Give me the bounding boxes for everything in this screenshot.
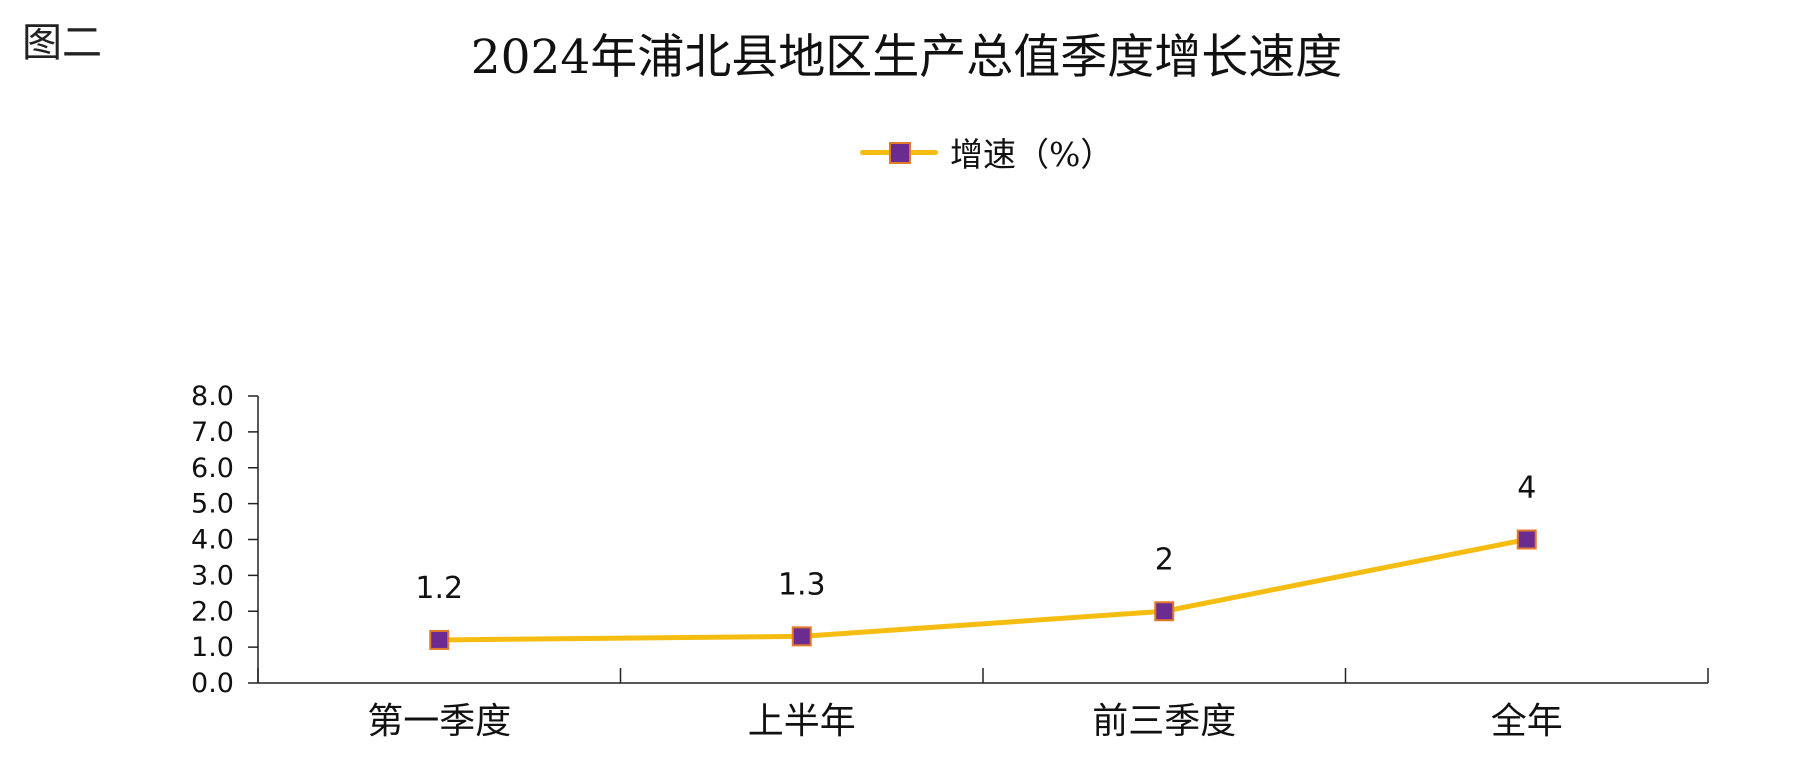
y-tick-label: 1.0 (191, 632, 234, 663)
x-tick-label: 全年 (1491, 701, 1563, 742)
data-point-marker (1154, 601, 1175, 622)
data-point-marker (1516, 529, 1537, 550)
data-label: 1.3 (778, 567, 826, 602)
chart-legend: 增速（%） (860, 128, 1113, 176)
y-tick-label: 2.0 (191, 596, 234, 627)
x-tick-label: 上半年 (748, 701, 856, 742)
series-line (436, 537, 1530, 643)
y-tick-label: 7.0 (191, 417, 234, 448)
data-label: 1.2 (415, 571, 463, 606)
y-tick-label: 4.0 (191, 525, 234, 556)
y-tick-label: 6.0 (191, 453, 234, 484)
y-tick-label: 0.0 (191, 668, 234, 699)
legend-square-marker-icon (889, 142, 911, 164)
data-point-marker (429, 629, 450, 650)
y-tick-label: 5.0 (191, 489, 234, 520)
data-point-marker (791, 626, 812, 647)
x-tick-label: 第一季度 (367, 701, 511, 742)
figure-label: 图二 (22, 20, 102, 66)
y-tick-label: 3.0 (191, 560, 234, 591)
x-tick-label: 前三季度 (1092, 701, 1236, 742)
chart-title: 2024年浦北县地区生产总值季度增长速度 (470, 30, 1343, 85)
data-label: 2 (1155, 542, 1174, 577)
legend-swatch (860, 141, 938, 164)
legend-label: 增速（%） (950, 135, 1114, 174)
data-label: 4 (1517, 471, 1536, 506)
y-tick-label: 8.0 (191, 381, 234, 412)
